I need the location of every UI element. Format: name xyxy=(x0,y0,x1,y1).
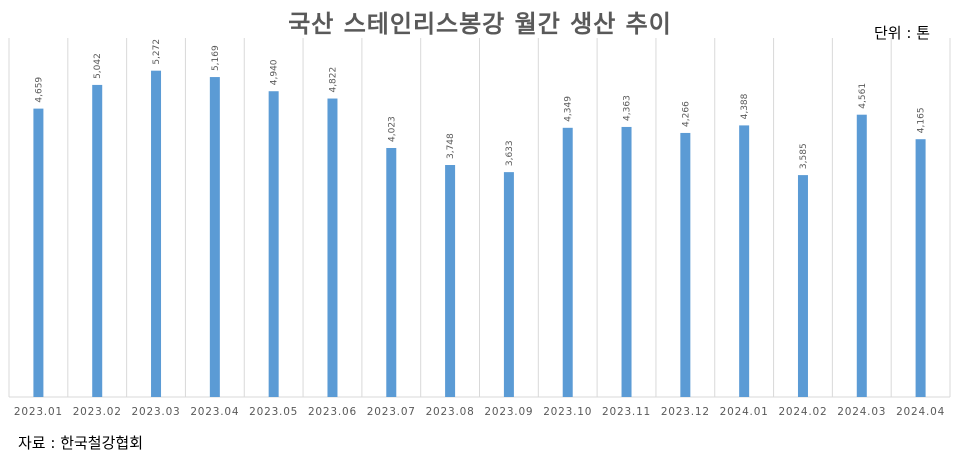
bar-2023.11 xyxy=(621,126,632,397)
x-tick-label: 2023.04 xyxy=(190,406,239,418)
data-label: 3,633 xyxy=(505,140,515,166)
data-label: 4,822 xyxy=(328,67,338,93)
x-axis-ticks: 2023.01 2023.02 2023.03 2023.04 2023.05 2023.… xyxy=(14,406,945,418)
data-label: 3,748 xyxy=(446,133,456,159)
data-label: 4,266 xyxy=(681,101,691,127)
x-tick-label: 2023.09 xyxy=(484,406,533,418)
x-tick-label: 2024.01 xyxy=(720,406,769,418)
data-label: 5,272 xyxy=(152,39,162,65)
data-label: 5,169 xyxy=(211,45,221,71)
x-tick-label: 2023.12 xyxy=(661,406,710,418)
bar-2023.12 xyxy=(680,132,691,397)
data-label: 4,363 xyxy=(623,95,633,121)
bar-2023.05 xyxy=(268,91,279,398)
data-label: 4,388 xyxy=(740,93,750,119)
source-label: 자료 : 한국철강협회 xyxy=(18,434,143,452)
data-label: 5,042 xyxy=(93,53,103,79)
bar-2023.04 xyxy=(209,77,220,397)
bar-2024.01 xyxy=(739,125,750,397)
x-tick-label: 2023.06 xyxy=(308,406,357,418)
x-tick-label: 2024.03 xyxy=(837,406,886,418)
x-tick-label: 2023.07 xyxy=(367,406,416,418)
x-tick-label: 2023.08 xyxy=(426,406,475,418)
bar-2023.01 xyxy=(33,108,44,397)
data-label: 4,561 xyxy=(858,83,868,109)
bars xyxy=(33,70,926,398)
x-tick-label: 2023.05 xyxy=(249,406,298,418)
unit-label: 단위 : 톤 xyxy=(874,24,930,42)
x-tick-label: 2023.03 xyxy=(132,406,181,418)
data-label: 4,165 xyxy=(917,107,927,133)
bar-2023.07 xyxy=(386,147,397,397)
x-tick-label: 2023.10 xyxy=(543,406,592,418)
bar-2023.08 xyxy=(445,165,456,397)
bar-2024.03 xyxy=(856,114,867,398)
bar-2024.04 xyxy=(915,139,926,397)
grid-lines xyxy=(8,38,951,398)
x-tick-label: 2023.11 xyxy=(602,406,651,418)
data-label: 4,659 xyxy=(34,77,44,103)
chart-title: 국산 스테인리스봉강 월간 생산 추이 xyxy=(288,10,672,38)
x-tick-label: 2023.01 xyxy=(14,406,63,418)
data-label: 3,585 xyxy=(799,143,809,169)
x-tick-label: 2023.02 xyxy=(73,406,122,418)
bar-2023.09 xyxy=(503,172,514,397)
x-tick-label: 2024.04 xyxy=(896,406,945,418)
x-tick-label: 2024.02 xyxy=(778,406,827,418)
data-label: 4,349 xyxy=(564,96,574,122)
bar-2023.06 xyxy=(327,98,338,398)
data-label: 4,023 xyxy=(387,116,397,142)
data-label: 4,940 xyxy=(270,59,280,85)
bar-2023.02 xyxy=(92,84,103,397)
data-labels: 4,659 5,042 5,272 5,169 4,940 4,822 4,023 3,748… xyxy=(34,39,926,169)
bar-2023.03 xyxy=(151,70,162,397)
bar-2024.02 xyxy=(797,175,808,397)
bar-2023.10 xyxy=(562,127,573,398)
